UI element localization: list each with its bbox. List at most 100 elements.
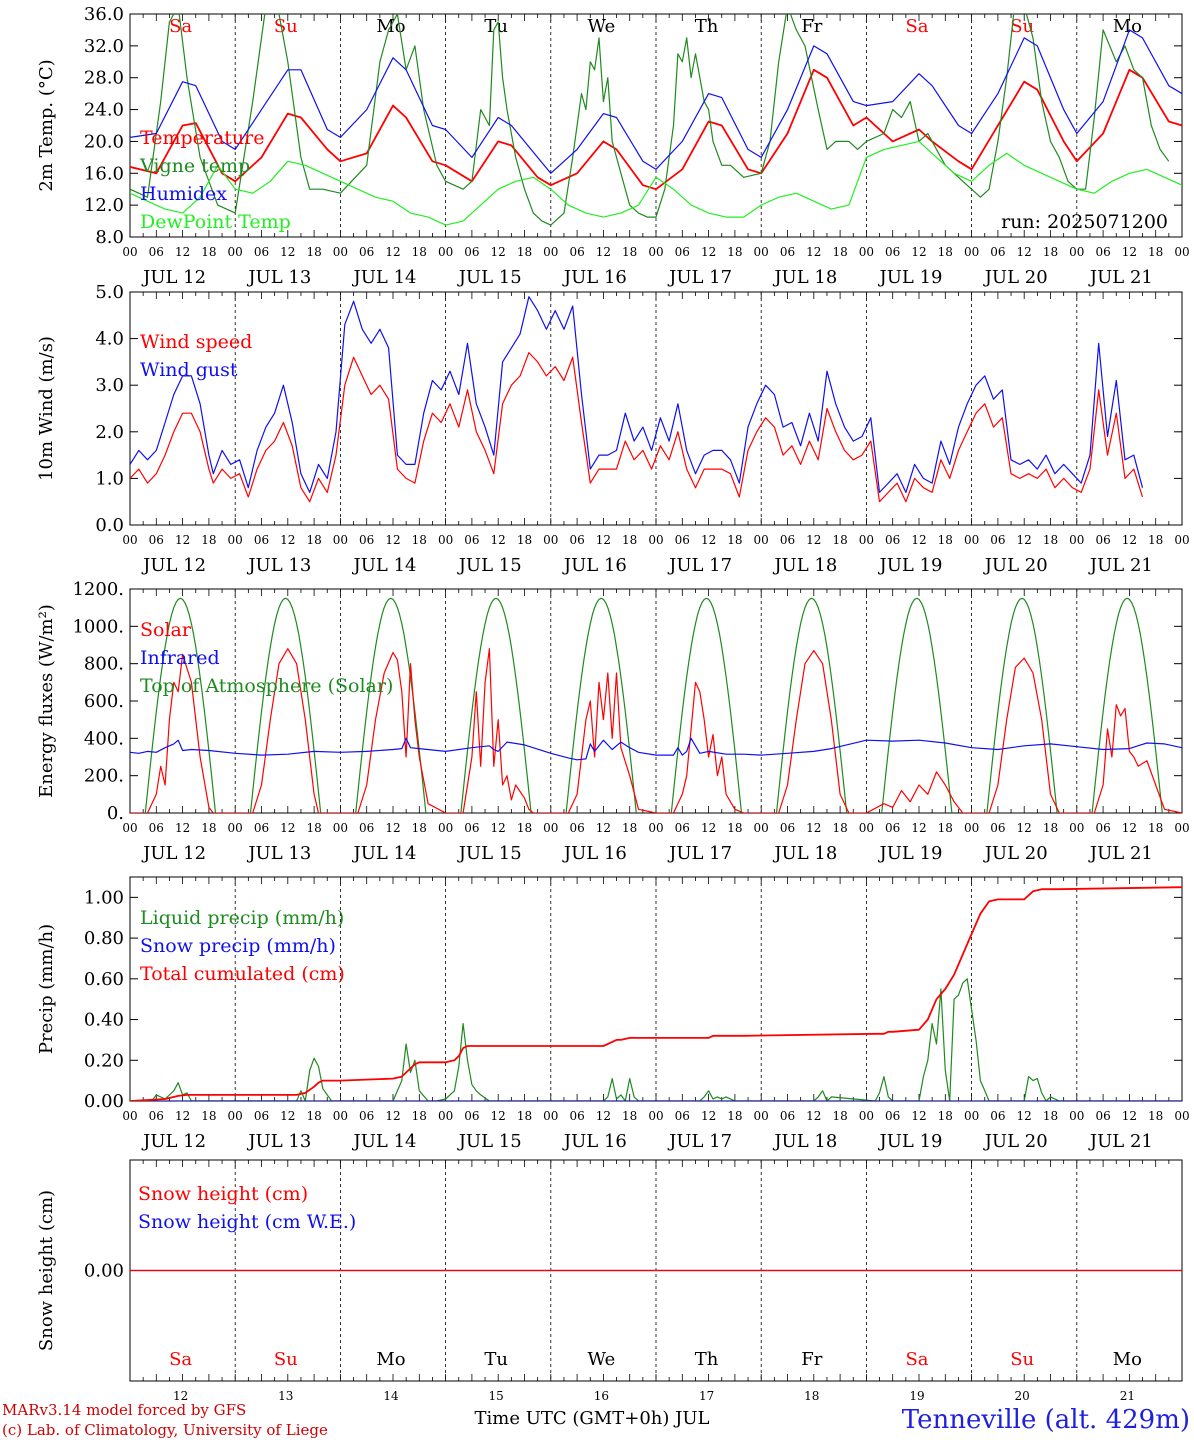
flux-hour-label: 00 [859, 821, 874, 835]
flux-hour-label: 00 [1069, 821, 1084, 835]
wind-hour-label: 18 [517, 533, 532, 547]
temp-hour-label: 00 [333, 245, 348, 259]
wind-hour-label: 06 [675, 533, 690, 547]
flux-legend-item: Solar [140, 619, 192, 641]
flux-hour-label: 06 [569, 821, 584, 835]
precip-hour-label: 00 [648, 1109, 663, 1123]
footer-day-number: 20 [1015, 1389, 1030, 1403]
temp-hour-label: 12 [1017, 245, 1032, 259]
precip-hour-label: 06 [359, 1109, 374, 1123]
flux-legend-item: Top of Atmosphere (Solar) [140, 675, 393, 697]
flux-hour-label: 00 [333, 821, 348, 835]
temp-ytick-label: 32.0 [84, 36, 124, 57]
wind-hour-label: 18 [201, 533, 216, 547]
wind-hour-label: 12 [1017, 533, 1032, 547]
flux-hour-label: 12 [175, 821, 190, 835]
precip-hour-label: 12 [280, 1109, 295, 1123]
flux-date-label: JUL 17 [667, 843, 732, 864]
temp-legend-item: Vigne temp [139, 155, 250, 177]
precip-hour-label: 12 [596, 1109, 611, 1123]
temp-hour-label: 06 [359, 245, 374, 259]
temp-hour-label: 18 [1043, 245, 1058, 259]
flux-hour-label: 00 [1174, 821, 1189, 835]
precip-hour-label: 06 [990, 1109, 1005, 1123]
precip-legend-item: Liquid precip (mm/h) [140, 907, 344, 929]
temp-hour-label: 12 [175, 245, 190, 259]
flux-hour-label: 00 [228, 821, 243, 835]
precip-hour-label: 00 [333, 1109, 348, 1123]
footer: MARv3.14 model forced by GFS (c) Lab. of… [2, 1389, 1190, 1439]
flux-date-label: JUL 20 [983, 843, 1048, 864]
precip-panel: 0.00 0.20 0.40 0.60 0.80 1.00 Precip (mm/h) 00 0… [36, 876, 1190, 1152]
precip-hour-label: 00 [964, 1109, 979, 1123]
wind-ytick-label: 2.0 [95, 422, 124, 443]
wind-panel: 0.0 1.0 2.0 3.0 4.0 5.0 10m Wind (m/s) 00 06 12 18… [36, 282, 1190, 576]
precip-date-label: JUL 14 [352, 1131, 417, 1152]
flux-hour-label: 12 [596, 821, 611, 835]
wind-hour-label: 00 [859, 533, 874, 547]
temp-date-label: JUL 14 [352, 267, 417, 288]
precip-hour-label: 00 [859, 1109, 874, 1123]
temp-hour-label: 12 [806, 245, 821, 259]
wind-hour-label: 00 [648, 533, 663, 547]
temp-day-name: Su [1010, 16, 1034, 37]
flux-legend-item: Infrared [140, 647, 220, 669]
temp-hour-label: 06 [885, 245, 900, 259]
flux-panel: 0. 200. 400. 600. 800. 1000. 1200. Energy fluxe… [36, 579, 1190, 864]
precip-date-label: JUL 17 [667, 1131, 732, 1152]
flux-hour-label: 06 [149, 821, 164, 835]
wind-date-label: JUL 20 [983, 555, 1048, 576]
temp-hour-label: 12 [280, 245, 295, 259]
flux-hour-label: 00 [122, 821, 137, 835]
wind-hour-label: 06 [885, 533, 900, 547]
footer-day-number: 18 [804, 1389, 819, 1403]
flux-date-label: JUL 19 [878, 843, 943, 864]
flux-date-label: JUL 16 [562, 843, 627, 864]
wind-date-label: JUL 17 [667, 555, 732, 576]
footer-day-number: 19 [909, 1389, 924, 1403]
temp-hour-label: 12 [491, 245, 506, 259]
wind-hour-label: 12 [911, 533, 926, 547]
snow-day-name: We [588, 1349, 616, 1370]
snow-ytick-label: 0.00 [84, 1261, 124, 1282]
flux-hour-label: 06 [675, 821, 690, 835]
temp-day-name: We [588, 16, 616, 37]
wind-hour-label: 18 [306, 533, 321, 547]
wind-hour-label: 12 [701, 533, 716, 547]
wind-hour-label: 18 [412, 533, 427, 547]
precip-ytick-label: 0.80 [84, 928, 124, 949]
precip-hour-label: 12 [701, 1109, 716, 1123]
flux-ytick-label: 400. [84, 728, 124, 749]
flux-hour-label: 00 [754, 821, 769, 835]
flux-hour-label: 18 [517, 821, 532, 835]
wind-hour-label: 18 [938, 533, 953, 547]
precip-legend-item: Total cumulated (cm) [140, 963, 345, 985]
wind-hour-label: 18 [727, 533, 742, 547]
temp-hour-label: 06 [254, 245, 269, 259]
wind-hour-label: 06 [569, 533, 584, 547]
model-credit: MARv3.14 model forced by GFS [2, 1401, 246, 1419]
precip-hour-label: 12 [175, 1109, 190, 1123]
precip-hour-label: 12 [911, 1109, 926, 1123]
temp-hour-label: 18 [306, 245, 321, 259]
precip-date-label: JUL 16 [562, 1131, 627, 1152]
time-axis-label: Time UTC (GMT+0h) JUL [475, 1408, 710, 1429]
flux-date-label: JUL 21 [1088, 843, 1153, 864]
flux-hour-label: 12 [1122, 821, 1137, 835]
temp-hour-label: 00 [122, 245, 137, 259]
temp-hour-label: 06 [569, 245, 584, 259]
temp-hour-label: 18 [832, 245, 847, 259]
wind-ytick-label: 3.0 [95, 375, 124, 396]
snow-panel: 0.00 Snow height (cm) Sa Su Mo Tu We Th Fr Sa Su Mo… [36, 1159, 1183, 1382]
temp-frame [129, 13, 1183, 238]
temp-hour-label: 00 [228, 245, 243, 259]
flux-hour-label: 12 [1017, 821, 1032, 835]
temp-ytick-label: 36.0 [84, 4, 124, 25]
precip-hour-label: 12 [385, 1109, 400, 1123]
temp-ytick-label: 16.0 [84, 163, 124, 184]
flux-hour-label: 06 [254, 821, 269, 835]
flux-hour-label: 12 [806, 821, 821, 835]
precip-hour-label: 18 [306, 1109, 321, 1123]
temp-hour-label: 12 [701, 245, 716, 259]
